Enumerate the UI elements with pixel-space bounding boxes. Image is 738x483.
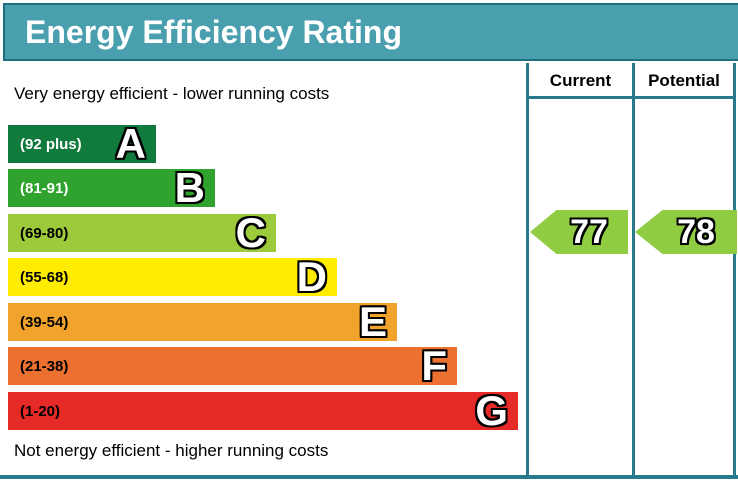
band-range-g: (1-20) (20, 402, 61, 420)
band-letter-b: B (174, 164, 205, 211)
band-range-d: (55-68) (20, 268, 69, 286)
column-header-underline (526, 96, 736, 99)
potential-column-header: Potential (648, 71, 720, 90)
top-note: Very energy efficient - lower running co… (14, 84, 330, 103)
current-column-header: Current (549, 71, 612, 90)
band-range-f: (21-38) (20, 357, 69, 375)
current-rating-arrow: 77 (530, 210, 628, 254)
band-letter-e: E (358, 298, 387, 345)
band-row-f: (21-38) F (8, 342, 457, 389)
band-range-e: (39-54) (20, 313, 69, 331)
bottom-note: Not energy efficient - higher running co… (14, 441, 329, 460)
band-letter-d: D (296, 253, 327, 300)
band-letter-a: A (115, 120, 146, 167)
potential-rating-value: 78 (677, 212, 715, 251)
potential-rating-arrow: 78 (635, 210, 737, 254)
column-divider (632, 63, 635, 475)
band-row-g: (1-20) G (8, 387, 518, 434)
band-letter-g: G (475, 387, 508, 434)
chart-title-bar: Energy Efficiency Rating (3, 3, 738, 61)
band-letter-c: C (235, 209, 266, 256)
chart-bottom-border (0, 475, 738, 479)
band-row-b: (81-91) B (8, 164, 215, 211)
potential-column-right-border (733, 63, 736, 475)
band-row-e: (39-54) E (8, 298, 397, 345)
current-column-left-border (526, 63, 529, 475)
band-range-c: (69-80) (20, 224, 69, 242)
band-range-a: (92 plus) (20, 135, 82, 153)
band-row-c: (69-80) C (8, 209, 276, 256)
band-letter-f: F (421, 342, 447, 389)
band-range-b: (81-91) (20, 179, 69, 197)
band-row-a: (92 plus) A (8, 120, 156, 167)
band-row-d: (55-68) D (8, 253, 337, 300)
current-rating-value: 77 (570, 212, 608, 251)
chart-title: Energy Efficiency Rating (25, 13, 402, 50)
